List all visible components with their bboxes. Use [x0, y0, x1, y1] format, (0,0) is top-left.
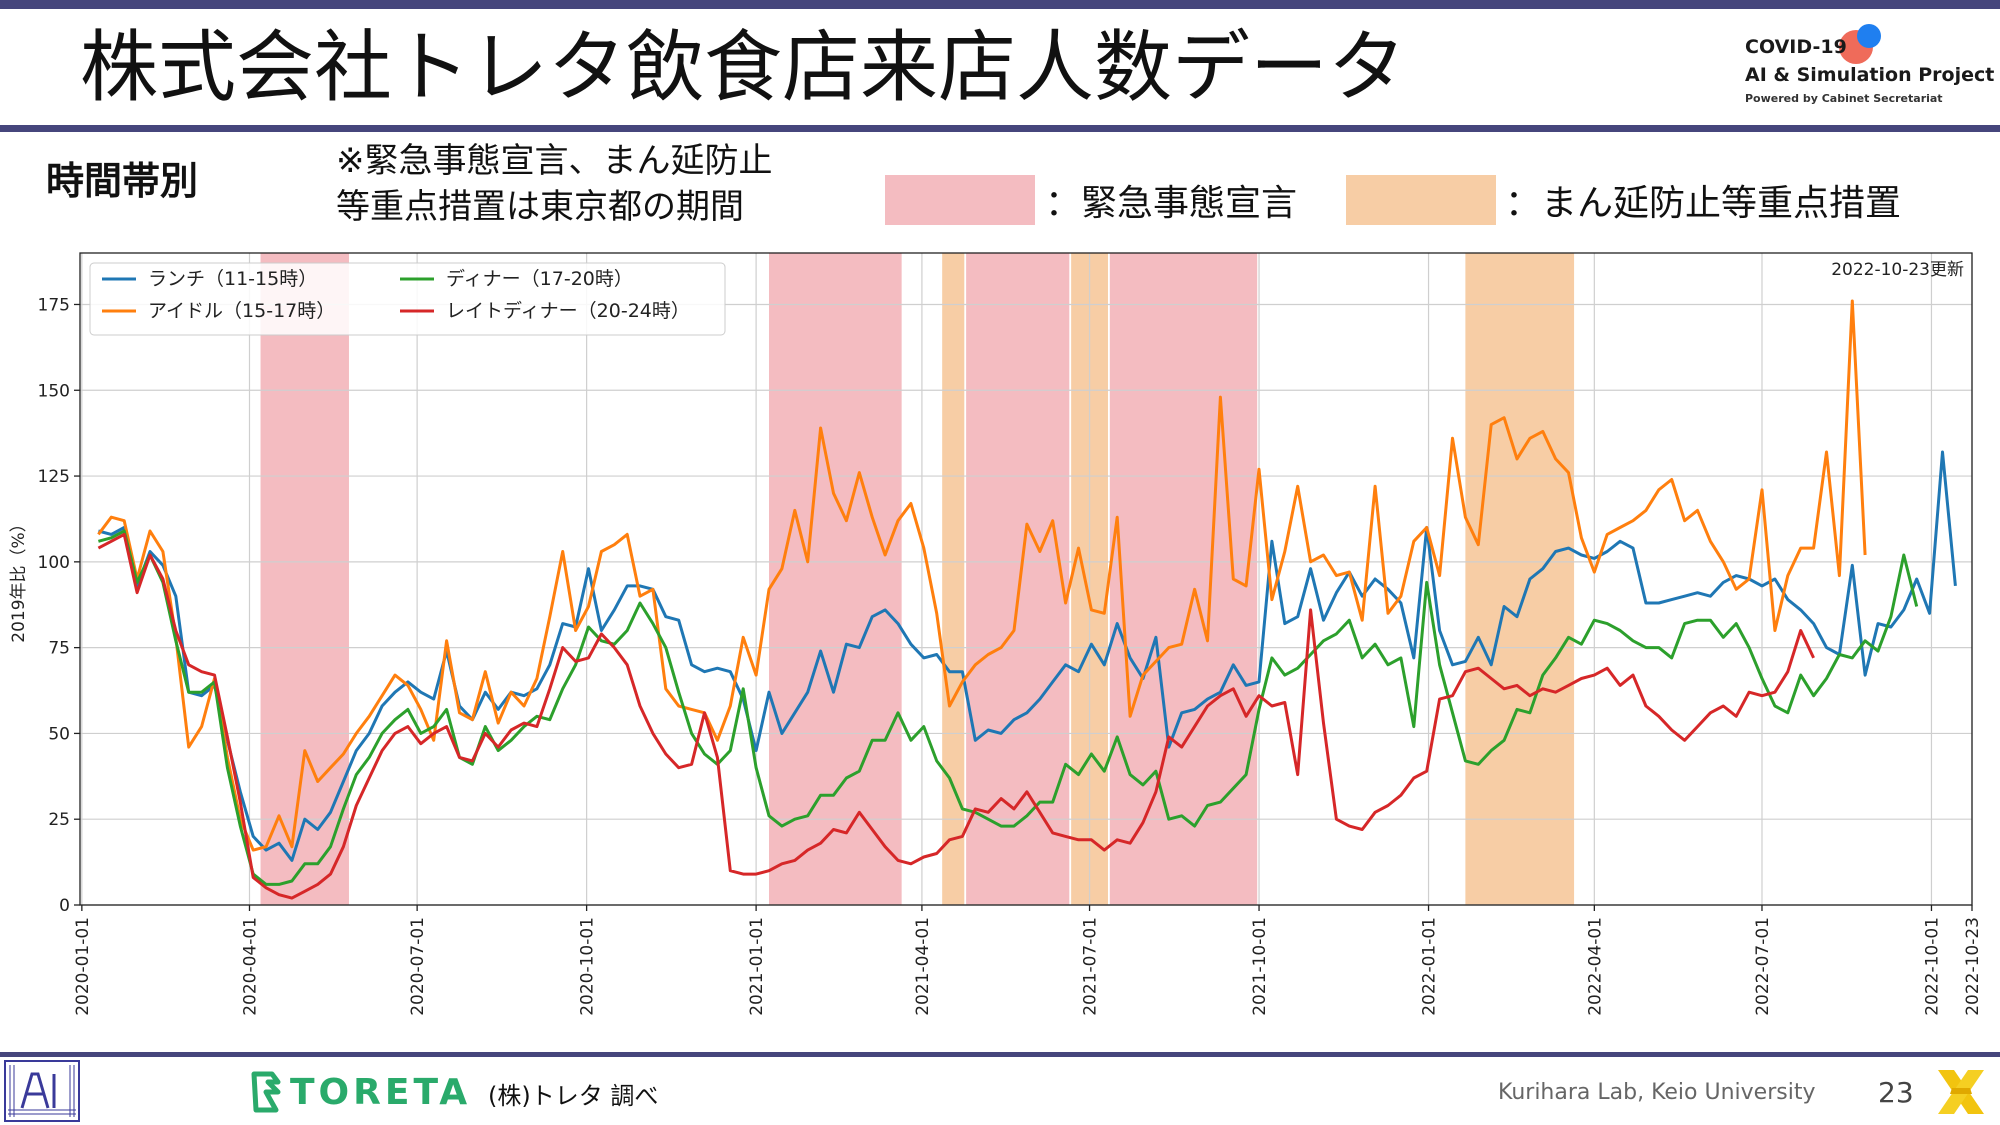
x-tick-label: 2022-07-01 — [1753, 917, 1773, 1016]
section-subtitle: 時間帯別 — [46, 159, 199, 203]
toreta-wordmark: TORETA — [290, 1072, 472, 1113]
shaded-period-6 — [1465, 253, 1575, 905]
lab-credit: Kurihara Lab, Keio University — [1498, 1080, 1816, 1105]
shaded-period-2 — [942, 253, 965, 905]
series-line-2 — [98, 529, 1919, 886]
shaded-period-3 — [966, 253, 1070, 905]
legend-label-2: ディナー（17-20時） — [446, 268, 633, 290]
shaded-period-1 — [769, 253, 902, 905]
y-tick-label: 0 — [59, 896, 70, 916]
data-source: (株)トレタ 調べ — [488, 1082, 659, 1110]
logo-line1: COVID-19 — [1745, 36, 1847, 58]
y-tick-label: 100 — [38, 553, 70, 573]
footer-divider — [0, 1052, 2000, 1057]
period-note: ※緊急事態宣言、まん延防止 等重点措置は東京都の期間 — [336, 141, 773, 227]
series-line-0 — [98, 450, 1957, 862]
title-divider — [0, 125, 2000, 132]
x-tick-label: 2022-01-01 — [1420, 917, 1440, 1016]
legend-label-3: レイトディナー（20-24時） — [446, 300, 690, 322]
x-tick-label: 2022-10-23 — [1963, 917, 1983, 1016]
logo-line2: AI & Simulation Project — [1745, 64, 1995, 86]
x-tick-label: 2020-01-01 — [73, 917, 93, 1016]
y-tick-label: 50 — [48, 724, 70, 744]
chart-legend: ランチ（11-15時） アイドル（15-17時） ディナー（17-20時） レイトディ… — [89, 262, 726, 336]
x-tick-label: 2022-10-01 — [1922, 917, 1942, 1016]
x-tick-label: 2020-07-01 — [408, 917, 428, 1016]
x-tick-label: 2021-01-01 — [747, 917, 767, 1016]
shaded-period-0 — [260, 253, 349, 905]
toreta-mark-icon — [251, 1071, 281, 1113]
logo-line3: Powered by Cabinet Secretariat — [1745, 92, 1943, 105]
logo-blue-dot — [1857, 24, 1881, 48]
y-tick-label: 125 — [38, 467, 70, 487]
priority-measures-legend-label: ：まん延防止等重点措置 — [1505, 183, 1902, 224]
x-tick-label: 2020-04-01 — [240, 917, 260, 1016]
toreta-logo: TORETA — [248, 1070, 467, 1114]
x-tick-label: 2021-04-01 — [913, 917, 933, 1016]
page-number: 23 — [1878, 1076, 1914, 1109]
x-logo-icon — [1938, 1070, 1984, 1114]
covid19-project-logo: COVID-19 AI & Simulation Project Powered… — [1745, 24, 1994, 110]
y-axis-label: 2019年比（%） — [9, 515, 29, 642]
priority-measures-legend-swatch — [1346, 175, 1496, 225]
y-tick-label: 150 — [38, 381, 70, 401]
legend-label-0: ランチ（11-15時） — [148, 268, 317, 290]
visitor-trend-chart: 0 25 50 75 100 125 150 175 2020-01-01 2020-04-01 2… — [9, 252, 1983, 1016]
y-tick-label: 175 — [38, 295, 70, 315]
legend-frame — [89, 262, 726, 336]
series-line-3 — [97, 532, 1815, 900]
top-accent-bar — [0, 0, 2000, 9]
emergency-legend-swatch — [885, 175, 1035, 225]
plot-frame — [79, 252, 1973, 906]
updated-annotation: 2022-10-23更新 — [1831, 260, 1964, 280]
x-tick-label: 2021-07-01 — [1081, 917, 1101, 1016]
x-tick-label: 2022-04-01 — [1585, 917, 1605, 1016]
x-tick-label: 2020-10-01 — [578, 917, 598, 1016]
emergency-legend-label: ：緊急事態宣言 — [1045, 183, 1298, 224]
y-tick-label: 75 — [48, 639, 70, 659]
x-tick-label: 2021-10-01 — [1250, 917, 1270, 1016]
y-tick-label: 25 — [48, 810, 70, 830]
series-line-1 — [97, 299, 1867, 852]
legend-label-1: アイドル（15-17時） — [148, 300, 335, 322]
page-title: 株式会社トレタ飲食店来店人数データ — [80, 23, 1407, 113]
lab-logo-icon — [4, 1060, 80, 1122]
